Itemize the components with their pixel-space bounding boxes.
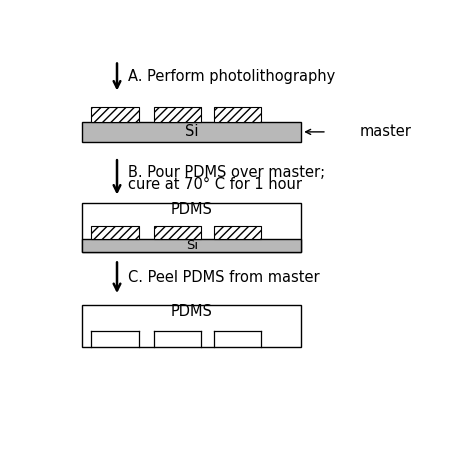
- Bar: [154, 107, 201, 122]
- Bar: [82, 239, 301, 252]
- Bar: [82, 122, 301, 142]
- Bar: [154, 226, 201, 239]
- Text: Si: Si: [186, 239, 198, 252]
- Bar: [214, 107, 261, 122]
- Text: cure at 70° C for 1 hour: cure at 70° C for 1 hour: [128, 177, 302, 192]
- Text: PDMS: PDMS: [171, 202, 213, 217]
- Bar: [91, 107, 139, 122]
- Text: PDMS: PDMS: [171, 304, 213, 319]
- Text: B. Pour PDMS over master;: B. Pour PDMS over master;: [128, 165, 325, 180]
- Text: master: master: [360, 124, 411, 139]
- Text: Si: Si: [185, 124, 199, 139]
- Text: C. Peel PDMS from master: C. Peel PDMS from master: [128, 270, 319, 285]
- Bar: [214, 226, 261, 239]
- Bar: [82, 203, 301, 252]
- Text: A. Perform photolithography: A. Perform photolithography: [128, 70, 335, 84]
- Bar: [82, 305, 301, 347]
- Bar: [91, 226, 139, 239]
